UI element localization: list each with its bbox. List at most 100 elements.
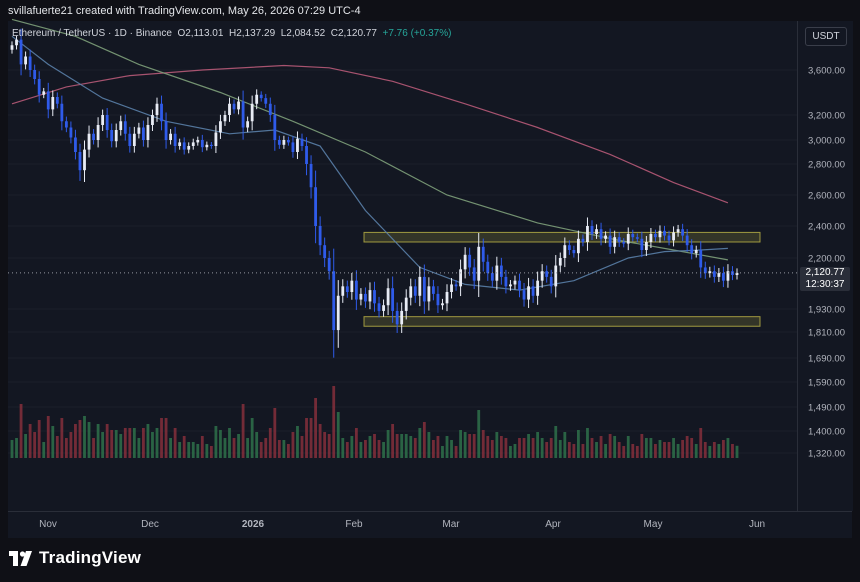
volume-bar — [513, 444, 517, 458]
candle — [554, 265, 558, 287]
volume-bar — [427, 432, 431, 458]
candle — [699, 250, 703, 268]
volume-bar — [441, 446, 444, 458]
price-tick-label: 2,200.00 — [808, 254, 845, 265]
volume-bar — [119, 434, 123, 458]
volume-bar — [386, 430, 390, 458]
volume-bar — [377, 440, 381, 458]
candle — [46, 91, 50, 110]
volume-bar — [613, 436, 617, 458]
candle — [241, 101, 245, 128]
candle — [282, 140, 286, 145]
volume-bar — [649, 438, 653, 458]
candle — [169, 133, 172, 140]
volume-bar — [169, 438, 172, 458]
candle — [613, 237, 617, 247]
price-tick-label: 3,200.00 — [808, 111, 845, 122]
volume-bar — [173, 428, 177, 458]
time-tick-label: Dec — [141, 519, 159, 530]
candle — [590, 226, 594, 234]
quote-currency-button[interactable]: USDT — [805, 27, 847, 46]
volume-bar — [522, 438, 526, 458]
candle — [450, 284, 453, 292]
candle — [427, 286, 431, 302]
volume-bar — [151, 432, 154, 458]
candle — [92, 133, 95, 140]
candle — [540, 271, 544, 281]
candle — [182, 142, 186, 150]
candle — [685, 235, 689, 246]
candle — [690, 245, 694, 254]
candle — [146, 125, 150, 140]
candle — [345, 286, 349, 292]
candle — [200, 140, 204, 148]
time-axis[interactable] — [8, 511, 852, 538]
volume-bar — [164, 418, 168, 458]
volume-bar — [404, 434, 408, 458]
candle — [87, 133, 91, 150]
candle — [490, 273, 494, 281]
candle — [436, 293, 440, 306]
candle — [350, 280, 354, 292]
price-tick-label: 3,600.00 — [808, 66, 845, 77]
candle — [228, 103, 231, 115]
volume-bar — [137, 438, 141, 458]
price-axis[interactable] — [797, 21, 853, 511]
ma-slow-line — [11, 64, 729, 204]
candle — [327, 258, 331, 272]
candle — [703, 267, 707, 274]
volume-bar — [142, 428, 145, 458]
volume-bar — [549, 438, 553, 458]
candle — [477, 246, 481, 281]
volume-bar — [336, 412, 340, 458]
volume-bar — [540, 438, 544, 458]
volume-bar — [332, 386, 336, 458]
volume-bar — [241, 404, 245, 458]
candle — [151, 115, 154, 125]
brand-name: TradingView — [39, 548, 142, 567]
legend-close: C2,120.77 — [330, 28, 377, 39]
volume-bar — [622, 446, 626, 458]
candle — [527, 286, 530, 300]
candle — [422, 276, 426, 302]
candle — [595, 229, 598, 234]
volume-bar — [722, 440, 725, 458]
volume-bar — [445, 436, 449, 458]
volume-bar — [468, 434, 472, 458]
volume-bar — [114, 430, 118, 458]
volume-bar — [536, 432, 540, 458]
price-tick-label: 2,400.00 — [808, 222, 845, 233]
candle — [314, 187, 317, 226]
volume-bar — [318, 424, 322, 458]
candle — [667, 235, 671, 241]
volume-bar — [259, 442, 263, 458]
volume-bar — [658, 440, 662, 458]
candle — [712, 271, 716, 277]
candle — [309, 164, 313, 188]
volume-bar — [237, 434, 240, 458]
candle — [318, 226, 322, 246]
candle — [586, 226, 589, 242]
candle — [377, 303, 381, 311]
volume-bar — [663, 442, 666, 458]
candle — [187, 146, 191, 150]
volume-bar — [490, 440, 494, 458]
volume-bar — [586, 428, 589, 458]
volume-bar — [28, 424, 32, 458]
candle — [499, 265, 503, 277]
time-tick-label: 2026 — [242, 519, 265, 530]
volume-bar — [96, 424, 100, 458]
candle — [323, 245, 327, 258]
candle — [28, 56, 32, 70]
last-price-value: 2,120.77 — [805, 266, 845, 278]
plot-area[interactable] — [8, 21, 797, 511]
candle — [42, 91, 46, 95]
candle — [672, 232, 675, 241]
candle — [472, 267, 476, 281]
volume-bar — [531, 438, 535, 458]
volume-bar — [87, 422, 91, 458]
candle — [654, 234, 657, 238]
volume-bar — [37, 420, 41, 458]
volume-bar — [277, 440, 281, 458]
